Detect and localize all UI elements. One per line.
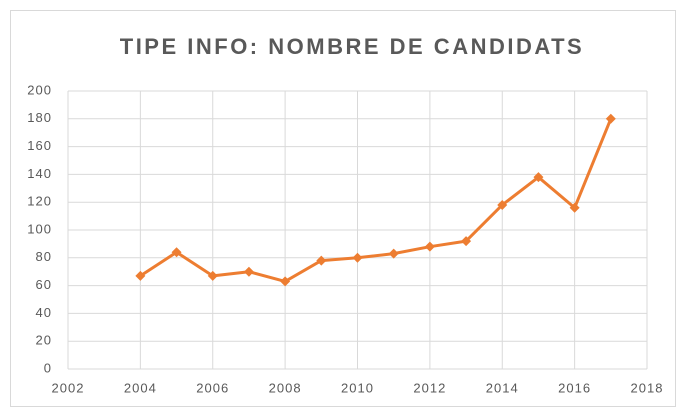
y-tick-label: 80 bbox=[36, 249, 52, 264]
marker bbox=[316, 255, 327, 266]
y-tick-label: 140 bbox=[27, 166, 52, 181]
y-tick-label: 120 bbox=[27, 194, 52, 209]
x-tick-label: 2008 bbox=[269, 380, 302, 395]
marker bbox=[243, 266, 254, 277]
y-tick-label: 20 bbox=[36, 333, 52, 348]
chart-title: TIPE INFO: NOMBRE DE CANDIDATS bbox=[120, 34, 584, 59]
marker bbox=[605, 113, 616, 124]
marker bbox=[352, 252, 363, 263]
marker bbox=[171, 247, 182, 258]
marker bbox=[497, 199, 508, 210]
y-tick-label: 180 bbox=[27, 110, 52, 125]
marker bbox=[207, 270, 218, 281]
marker bbox=[569, 202, 580, 213]
y-tick-label: 60 bbox=[36, 277, 52, 292]
x-tick-label: 2010 bbox=[341, 380, 374, 395]
x-tick-label: 2018 bbox=[631, 380, 664, 395]
x-tick-label: 2002 bbox=[52, 380, 85, 395]
x-tick-label: 2014 bbox=[486, 380, 519, 395]
y-tick-label: 100 bbox=[27, 221, 52, 236]
x-tick-label: 2016 bbox=[558, 380, 591, 395]
y-tick-label: 200 bbox=[27, 82, 52, 97]
x-tick-label: 2006 bbox=[196, 380, 229, 395]
x-tick-label: 2012 bbox=[413, 380, 446, 395]
marker bbox=[461, 236, 472, 247]
marker bbox=[533, 172, 544, 183]
chart-frame bbox=[10, 10, 676, 407]
x-tick-label: 2004 bbox=[124, 380, 157, 395]
marker bbox=[135, 270, 146, 281]
y-tick-label: 160 bbox=[27, 138, 52, 153]
marker bbox=[424, 241, 435, 252]
y-tick-label: 0 bbox=[44, 360, 52, 375]
y-tick-label: 40 bbox=[36, 305, 52, 320]
line bbox=[139, 118, 613, 283]
marker bbox=[280, 276, 291, 287]
marker bbox=[388, 248, 399, 259]
